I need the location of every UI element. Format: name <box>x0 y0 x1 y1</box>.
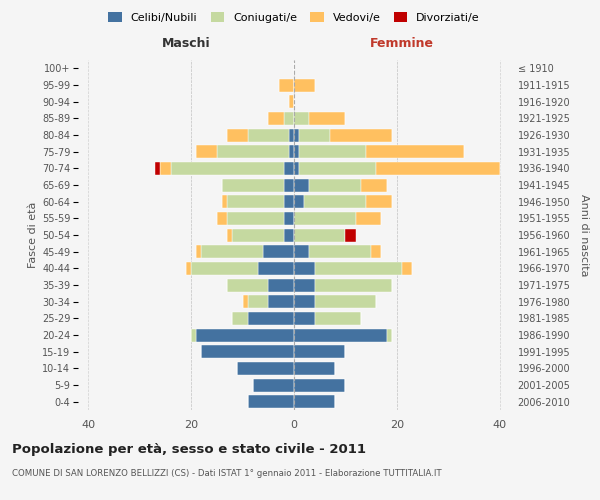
Bar <box>248 128 289 141</box>
Bar <box>371 245 382 258</box>
Bar <box>191 262 258 275</box>
Bar <box>314 262 402 275</box>
Bar <box>268 295 294 308</box>
Bar <box>330 128 392 141</box>
Bar <box>232 228 284 241</box>
Bar <box>299 128 330 141</box>
Bar <box>294 345 346 358</box>
Bar <box>191 328 196 342</box>
Bar <box>227 212 284 225</box>
Bar <box>268 112 284 125</box>
Bar <box>299 145 366 158</box>
Bar <box>289 145 294 158</box>
Bar <box>253 378 294 392</box>
Text: COMUNE DI SAN LORENZO BELLIZZI (CS) - Dati ISTAT 1° gennaio 2011 - Elaborazione : COMUNE DI SAN LORENZO BELLIZZI (CS) - Da… <box>12 469 442 478</box>
Bar <box>294 395 335 408</box>
Text: Femmine: Femmine <box>370 37 434 50</box>
Bar <box>284 162 294 175</box>
Bar <box>160 162 170 175</box>
Bar <box>294 262 314 275</box>
Bar <box>222 195 227 208</box>
Bar <box>294 328 386 342</box>
Bar <box>222 178 284 192</box>
Bar <box>294 312 314 325</box>
Bar <box>366 195 392 208</box>
Bar <box>242 295 248 308</box>
Bar <box>402 262 412 275</box>
Bar <box>289 95 294 108</box>
Bar <box>289 128 294 141</box>
Bar <box>227 195 284 208</box>
Y-axis label: Anni di nascita: Anni di nascita <box>579 194 589 276</box>
Bar <box>170 162 284 175</box>
Bar <box>196 245 202 258</box>
Bar <box>294 162 299 175</box>
Bar <box>232 312 248 325</box>
Bar <box>294 128 299 141</box>
Bar <box>284 212 294 225</box>
Bar <box>227 278 268 291</box>
Bar <box>294 112 310 125</box>
Bar <box>202 245 263 258</box>
Bar <box>238 362 294 375</box>
Bar <box>294 228 346 241</box>
Bar <box>314 295 376 308</box>
Bar <box>248 295 268 308</box>
Bar <box>294 245 310 258</box>
Bar <box>284 195 294 208</box>
Bar <box>294 295 314 308</box>
Bar <box>227 228 232 241</box>
Legend: Celibi/Nubili, Coniugati/e, Vedovi/e, Divorziati/e: Celibi/Nubili, Coniugati/e, Vedovi/e, Di… <box>104 8 484 28</box>
Bar <box>155 162 160 175</box>
Bar <box>294 212 356 225</box>
Bar <box>361 178 386 192</box>
Bar <box>227 128 248 141</box>
Bar <box>386 328 392 342</box>
Bar <box>304 195 366 208</box>
Bar <box>310 112 346 125</box>
Bar <box>284 112 294 125</box>
Bar <box>284 178 294 192</box>
Bar <box>294 362 335 375</box>
Bar <box>294 278 314 291</box>
Bar <box>248 312 294 325</box>
Bar <box>294 195 304 208</box>
Bar <box>294 178 310 192</box>
Bar <box>310 178 361 192</box>
Bar <box>294 145 299 158</box>
Bar <box>314 312 361 325</box>
Bar <box>366 145 464 158</box>
Bar <box>346 228 356 241</box>
Bar <box>376 162 500 175</box>
Bar <box>314 278 392 291</box>
Text: Popolazione per età, sesso e stato civile - 2011: Popolazione per età, sesso e stato civil… <box>12 442 366 456</box>
Bar <box>294 78 314 92</box>
Text: Maschi: Maschi <box>161 37 211 50</box>
Bar <box>278 78 294 92</box>
Bar <box>310 245 371 258</box>
Y-axis label: Fasce di età: Fasce di età <box>28 202 38 268</box>
Bar <box>299 162 376 175</box>
Bar <box>284 228 294 241</box>
Bar <box>268 278 294 291</box>
Bar <box>263 245 294 258</box>
Bar <box>217 212 227 225</box>
Bar <box>202 345 294 358</box>
Bar <box>258 262 294 275</box>
Bar <box>217 145 289 158</box>
Bar <box>196 145 217 158</box>
Bar <box>294 378 346 392</box>
Bar <box>196 328 294 342</box>
Bar <box>186 262 191 275</box>
Bar <box>248 395 294 408</box>
Bar <box>356 212 382 225</box>
